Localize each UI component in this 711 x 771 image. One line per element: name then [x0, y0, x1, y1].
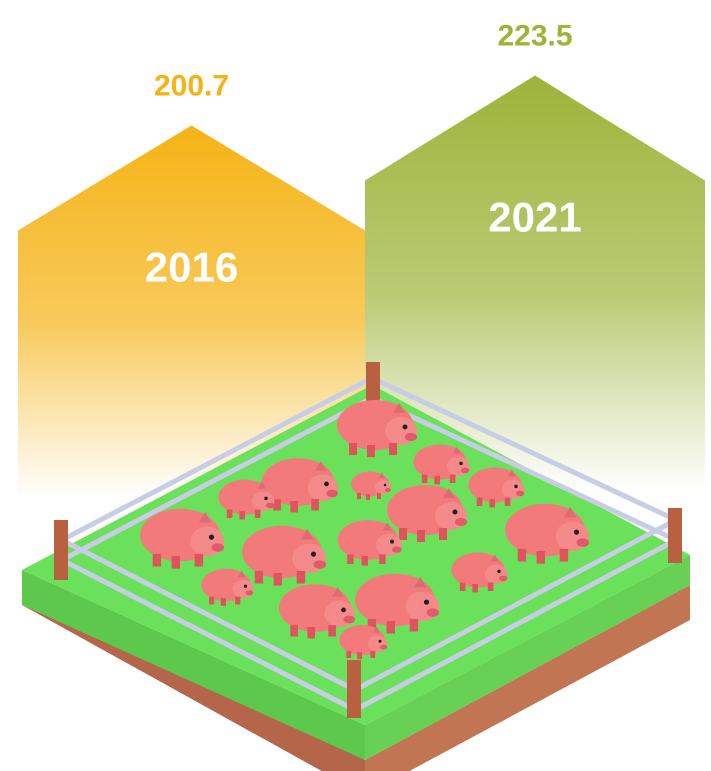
value-label: 223.5 [497, 19, 572, 52]
category-label: 2021 [488, 194, 581, 241]
value-label: 200.7 [154, 69, 229, 102]
chart: 200.7 2016 223.5 2021 [0, 0, 711, 771]
category-label: 2016 [145, 244, 238, 291]
